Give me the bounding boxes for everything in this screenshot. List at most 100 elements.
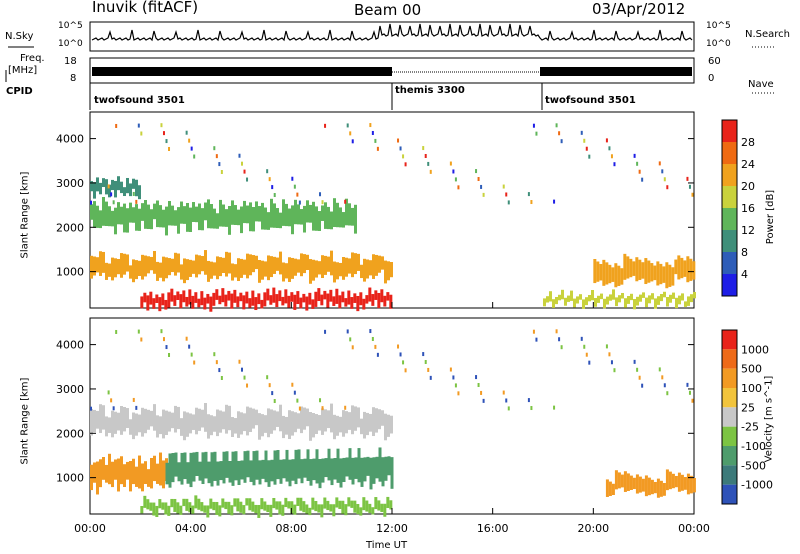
scatter-cell [349, 131, 352, 136]
scatter-cell [449, 367, 452, 372]
band-cell [221, 288, 225, 303]
band-cell [258, 413, 261, 440]
band-cell [269, 295, 273, 305]
band-cell [255, 450, 259, 480]
band-cell [234, 451, 238, 481]
band-cell [224, 294, 228, 307]
band-cell [383, 503, 387, 517]
band-cell [314, 500, 318, 512]
band-cell [234, 418, 237, 434]
scatter-cell [553, 405, 556, 410]
scatter-cell [429, 375, 432, 380]
band-cell [663, 291, 666, 298]
band-cell [180, 201, 183, 224]
scatter-cell [402, 360, 405, 365]
band-cell [384, 413, 387, 441]
scatter-cell [427, 161, 430, 166]
band-cell [386, 292, 390, 301]
band-cell [309, 411, 312, 441]
band-cell [156, 463, 159, 484]
band-cell [318, 211, 321, 231]
band-cell [384, 260, 387, 284]
scatter-cell [266, 375, 269, 380]
band-cell [210, 452, 214, 487]
scatter-cell [220, 170, 223, 175]
band-cell [594, 297, 597, 307]
cpid-segment-2: themis 3300 [395, 85, 465, 96]
scatter-cell [293, 184, 296, 189]
band-cell [311, 497, 315, 510]
band-cell [278, 290, 282, 302]
freq-tick-top: 18 [64, 56, 77, 67]
scatter-cell [585, 146, 588, 151]
band-cell [333, 458, 337, 480]
band-cell [633, 299, 636, 310]
band-cell [354, 204, 357, 234]
band-cell [638, 476, 642, 493]
band-cell [153, 251, 156, 274]
band-cell [309, 459, 313, 486]
scatter-cell [535, 131, 538, 136]
band-cell [324, 202, 327, 229]
band-cell [207, 414, 210, 439]
band-cell [141, 254, 144, 280]
band-cell [626, 256, 630, 279]
scatter-cell [241, 367, 243, 372]
band-cell [279, 212, 282, 229]
scatter-cell [319, 398, 322, 403]
band-cell [299, 497, 303, 511]
scatter-cell [376, 352, 379, 357]
band-cell [218, 505, 222, 517]
band-cell [158, 297, 162, 312]
scatter-cell [140, 131, 143, 136]
band-cell [158, 499, 162, 509]
band-cell [243, 451, 247, 483]
band-cell [219, 199, 222, 227]
scatter-cell [638, 375, 641, 380]
band-cell [264, 207, 267, 230]
band-cell [647, 260, 651, 283]
band-cell [260, 498, 264, 510]
band-cell [132, 458, 135, 485]
scatter-cell [477, 177, 480, 182]
power-colorbar-label: Power [dB] [765, 189, 777, 245]
cpid-segment-3: twofsound 3501 [545, 95, 636, 106]
ytick-label: 1000 [56, 472, 84, 485]
band-cell [135, 179, 138, 197]
band-cell [102, 457, 105, 480]
nsky-label: N.Sky [5, 31, 34, 42]
band-cell [264, 415, 267, 433]
band-cell [629, 475, 633, 490]
band-cell [170, 288, 174, 302]
band-cell [353, 293, 357, 303]
band-cell [297, 449, 301, 479]
band-cell [360, 264, 363, 279]
band-cell [336, 262, 339, 280]
scatter-cell [298, 406, 301, 411]
band-cell [389, 294, 393, 309]
band-cell [147, 469, 150, 487]
band-cell [659, 263, 663, 285]
band-cell [675, 297, 678, 309]
band-cell [251, 501, 255, 512]
scatter-cell [112, 200, 115, 205]
band-cell [216, 409, 219, 437]
band-cell [192, 260, 195, 274]
scatter-cell [402, 154, 405, 159]
scatter-cell [424, 153, 427, 158]
scatter-cell [140, 337, 143, 342]
band-cell [671, 267, 675, 286]
colorbar-tick: 28 [741, 136, 755, 149]
band-cell [332, 296, 336, 306]
band-cell [372, 254, 375, 279]
band-cell [204, 451, 208, 479]
band-cell [99, 182, 102, 195]
band-cell [291, 459, 295, 481]
band-cell [254, 297, 258, 311]
scatter-cell [376, 146, 379, 151]
band-cell [312, 413, 315, 438]
band-cell [143, 292, 147, 303]
band-cell [165, 206, 168, 236]
scatter-cell [213, 146, 216, 151]
band-cell [318, 415, 321, 431]
